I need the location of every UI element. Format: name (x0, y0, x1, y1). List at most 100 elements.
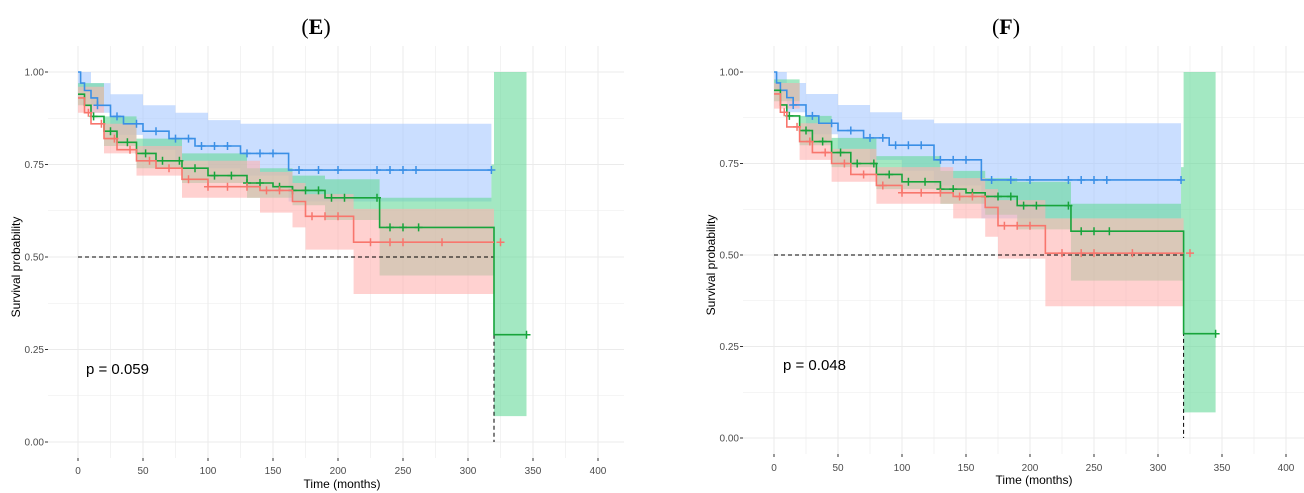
censor-mark-red (110, 134, 119, 143)
censor-mark-green (106, 127, 115, 136)
censor-mark-red (780, 108, 789, 117)
censor-mark-blue (846, 126, 855, 135)
censor-mark-blue (1026, 175, 1034, 184)
y-tick-label: 0.00 (25, 438, 45, 449)
censor-mark-blue (987, 175, 996, 184)
censor-mark-red (793, 122, 802, 131)
censor-mark-red (243, 182, 251, 191)
censor-mark-blue (210, 142, 219, 150)
censor-mark-red (223, 182, 232, 191)
x-tick-label: 250 (1086, 463, 1103, 474)
censor-mark-blue (487, 166, 496, 175)
censor-mark-green (227, 171, 236, 180)
km-chart-panel-f: (F) 0 50 100 150 200 250 300 350 400 0.00 0.25 0.50… (695, 0, 1304, 493)
survival-curve-blue (78, 71, 492, 171)
censor-mark-red (936, 188, 945, 197)
censor-mark-blue (1102, 175, 1111, 184)
survival-curve-blue (774, 71, 1182, 181)
censor-mark-red (321, 212, 329, 221)
y-tick-label: 0.75 (720, 159, 740, 170)
censor-mark-blue (878, 133, 887, 142)
censor-mark-red (878, 181, 887, 190)
censor-mark-blue (1064, 175, 1073, 184)
ci-ribbon-green (78, 72, 527, 417)
censor-mark-green (1090, 227, 1098, 236)
x-tick-label: 200 (330, 466, 347, 477)
censor-mark-blue (827, 119, 836, 128)
ci-ribbon-blue (774, 72, 1182, 226)
x-tick-label: 100 (200, 466, 217, 477)
censor-mark-red (275, 186, 284, 195)
censor-mark-red (496, 238, 505, 247)
censor-mark-red (1128, 249, 1137, 258)
censor-mark-green (1019, 201, 1028, 210)
y-axis-title: Survival probability (9, 217, 23, 318)
censor-mark-green (399, 223, 407, 232)
censor-mark-red (1000, 221, 1009, 230)
y-tick-label: 0.00 (720, 434, 740, 445)
y-tick-label: 1.00 (720, 68, 740, 79)
censor-mark-red (1026, 221, 1034, 230)
censor-mark-red (366, 238, 375, 247)
censor-mark-blue (789, 100, 798, 109)
censor-mark-green (949, 185, 958, 194)
censor-mark-red (1077, 249, 1086, 258)
x-tick-label: 150 (265, 466, 282, 477)
censor-mark-blue (917, 141, 926, 150)
p-value-label: p = 0.059 (86, 361, 149, 378)
x-tick-label: 50 (832, 463, 844, 474)
x-tick-label: 350 (525, 466, 542, 477)
censor-mark-red (97, 119, 106, 128)
censor-mark-red (898, 188, 906, 197)
censor-mark-red (1090, 249, 1098, 258)
censor-mark-red (399, 238, 407, 247)
km-plot-f: 0 50 100 150 200 250 300 350 400 0.00 0.25 0.50 0.75… (704, 46, 1304, 487)
x-tick-label: 300 (460, 466, 477, 477)
censor-mark-blue (1177, 175, 1186, 184)
censor-mark-green (414, 223, 423, 232)
censor-mark-green (301, 186, 310, 195)
censor-mark-green (141, 149, 150, 158)
x-axis-title: Time (months) (996, 473, 1073, 487)
censor-mark-red (308, 212, 316, 221)
censor-mark-blue (93, 101, 102, 110)
censor-mark-red (821, 148, 830, 157)
censor-mark-blue (113, 112, 121, 121)
censor-mark-blue (197, 142, 206, 150)
censor-mark-green (1006, 192, 1015, 201)
censor-mark-green (904, 177, 913, 186)
censor-mark-green (802, 126, 810, 135)
censor-mark-green (1077, 227, 1086, 236)
km-chart-panel-e: (E) 0 50 100 150 200 250 300 350 400 0.00 0.25 0.50… (0, 0, 640, 493)
censor-mark-green (1064, 201, 1073, 210)
censor-mark-green (175, 156, 184, 165)
censor-mark-blue (904, 141, 913, 150)
censor-mark-green (1032, 201, 1041, 210)
y-tick-label: 0.50 (720, 251, 740, 262)
censor-mark-blue (243, 149, 251, 158)
panel-title-e: (E) (301, 14, 331, 39)
censor-mark-blue (808, 111, 817, 120)
y-tick-label: 0.50 (25, 253, 45, 264)
censor-mark-red (438, 238, 446, 247)
y-tick-label: 0.25 (720, 342, 740, 353)
censor-mark-blue (132, 119, 141, 128)
censor-mark-green (869, 159, 878, 168)
censor-mark-green (386, 223, 394, 232)
x-axis-title: Time (months) (304, 477, 381, 491)
censor-mark-red (165, 164, 173, 173)
censor-mark-red (184, 175, 193, 184)
censor-mark-green (373, 193, 381, 202)
censor-mark-green (522, 330, 531, 339)
censor-mark-blue (152, 127, 160, 136)
censor-mark-red (955, 192, 964, 201)
censor-mark-red (145, 156, 154, 165)
censor-mark-green (158, 156, 167, 165)
censor-mark-red (917, 188, 926, 197)
y-axis-title: Survival probability (704, 215, 718, 316)
x-tick-label: 250 (395, 466, 412, 477)
censor-mark-red (1058, 249, 1066, 258)
censor-mark-red (334, 212, 342, 221)
censor-mark-green (314, 186, 323, 195)
x-tick-label: 350 (1214, 463, 1231, 474)
